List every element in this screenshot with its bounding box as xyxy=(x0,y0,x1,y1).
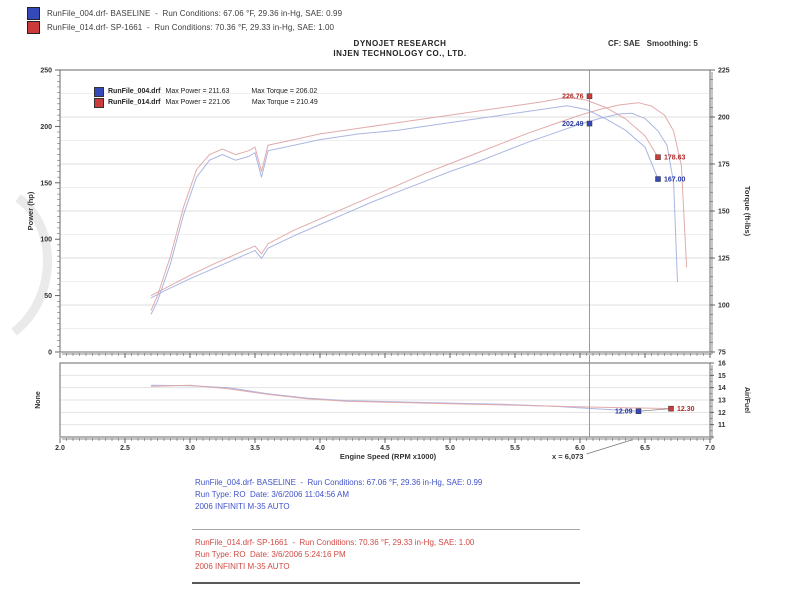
afr-tick-label: 13 xyxy=(718,398,726,405)
afr-tick-label: 11 xyxy=(718,422,726,429)
sp1661-run-conditions: RunFile_014.drf- SP-1661 - Run Condition… xyxy=(195,538,475,547)
torque-tick-label: 100 xyxy=(718,303,730,310)
baseline-max-power: Max Power = 211.63 xyxy=(165,88,230,95)
power-tick-label: 150 xyxy=(40,180,52,187)
afr-tick-label: 16 xyxy=(718,361,726,368)
sp1661-run-info: RunFile_014.drf- SP-1661 - Run Condition… xyxy=(195,537,615,573)
afr-marker-connector xyxy=(638,408,672,412)
point-value-label: 167.00 xyxy=(664,177,686,184)
afr-tick-label: 14 xyxy=(718,385,726,392)
baseline-mini-swatch xyxy=(94,86,104,97)
max-values-row-baseline: RunFile_004.drf Max Power = 211.63 Max T… xyxy=(94,86,318,97)
x-tick-label: 6.5 xyxy=(640,445,650,452)
torque-tick-label: 125 xyxy=(718,256,730,263)
baseline-run-info: RunFile_004.drf- BASELINE - Run Conditio… xyxy=(195,477,615,513)
point-marker xyxy=(668,405,674,412)
footer-divider-1 xyxy=(192,529,580,530)
x-tick-label: 3.5 xyxy=(250,445,260,452)
point-value-label: 12.09 xyxy=(615,409,633,416)
sp1661-legend-label: RunFile_014.drf- SP-1661 - Run Condition… xyxy=(47,22,335,32)
power-axis-title: Power (hp) xyxy=(26,191,35,230)
baseline-file-name: RunFile_004.drf xyxy=(108,88,161,95)
baseline-run-type-date: Run Type: RO Date: 3/6/2006 11:04:56 AM xyxy=(195,490,350,499)
power-tick-label: 50 xyxy=(44,293,52,300)
power-tick-label: 200 xyxy=(40,124,52,131)
torque-tick-label: 150 xyxy=(718,209,730,216)
sp1661-mini-swatch xyxy=(94,97,104,108)
max-values-legend: RunFile_004.drf Max Power = 211.63 Max T… xyxy=(94,86,318,108)
torque-tick-label: 75 xyxy=(718,350,726,357)
x-tick-label: 4.0 xyxy=(315,445,325,452)
sp1661-file-name: RunFile_014.drf xyxy=(108,99,161,106)
top-legend: RunFile_004.drf- BASELINE - Run Conditio… xyxy=(27,6,342,34)
afr-tick-label: 12 xyxy=(718,410,726,417)
sp1661-max-power: Max Power = 221.06 xyxy=(165,99,230,106)
torque-tick-label: 200 xyxy=(718,115,730,122)
company-title: INJEN TECHNOLOGY CO., LTD. xyxy=(333,49,467,58)
point-marker xyxy=(586,93,593,99)
legend-row-baseline: RunFile_004.drf- BASELINE - Run Conditio… xyxy=(27,6,342,20)
baseline-run-conditions: RunFile_004.drf- BASELINE - Run Conditio… xyxy=(195,478,483,487)
sp1661-run-type-date: Run Type: RO Date: 3/6/2006 5:24:16 PM xyxy=(195,550,346,559)
x-tick-label: 2.0 xyxy=(55,445,65,452)
sp1661-max-torque: Max Torque = 210.49 xyxy=(251,99,318,106)
x-tick-label: 2.5 xyxy=(120,445,130,452)
baseline-legend-label: RunFile_004.drf- BASELINE - Run Conditio… xyxy=(47,8,343,18)
afr-tick-label: 15 xyxy=(718,373,726,380)
sp1661-color-swatch xyxy=(27,20,40,34)
baseline-vehicle: 2006 INFINITI M-35 AUTO xyxy=(195,502,290,511)
torque-tick-label: 225 xyxy=(718,68,730,75)
point-value-label: 202.49 xyxy=(562,121,584,128)
correction-smoothing-info: CF: SAE Smoothing: 5 xyxy=(608,39,698,48)
power-tick-label: 100 xyxy=(40,237,52,244)
baseline-power-hp-curve xyxy=(150,112,678,299)
torque-tick-label: 175 xyxy=(718,162,730,169)
point-marker xyxy=(655,176,661,182)
baseline-color-swatch xyxy=(27,6,40,20)
report-header: DYNOJET RESEARCH INJEN TECHNOLOGY CO., L… xyxy=(0,39,800,59)
baseline-max-torque: Max Torque = 206.02 xyxy=(251,88,318,95)
cursor-pointer-line xyxy=(586,439,632,455)
dyno-brand-title: DYNOJET RESEARCH xyxy=(353,39,447,48)
torque-axis-title: Torque (ft-lbs) xyxy=(743,186,752,237)
baseline-torque-ftlbs-curve xyxy=(150,105,659,315)
point-value-label: 12.30 xyxy=(677,406,695,413)
x-tick-label: 4.5 xyxy=(380,445,390,452)
rpm-axis-title: Engine Speed (RPM x1000) xyxy=(340,452,437,461)
max-values-row-modified: RunFile_014.drf Max Power = 221.06 Max T… xyxy=(94,97,318,108)
legend-row-modified: RunFile_014.drf- SP-1661 - Run Condition… xyxy=(27,20,342,34)
x-tick-label: 5.0 xyxy=(445,445,455,452)
x-tick-label: 5.5 xyxy=(510,445,520,452)
afr-right-axis-title: Air/Fuel xyxy=(743,387,750,413)
point-marker xyxy=(586,120,593,127)
point-marker xyxy=(635,408,642,414)
footer-divider-2 xyxy=(192,582,580,584)
cursor-x-label: x = 6,073 xyxy=(552,452,584,461)
sp1661-vehicle: 2006 INFINITI M-35 AUTO xyxy=(195,562,290,571)
point-marker xyxy=(655,154,661,160)
sp1661-air-fuel-curve xyxy=(150,384,672,410)
x-tick-label: 7.0 xyxy=(705,445,715,452)
point-value-label: 178.63 xyxy=(664,155,686,162)
power-tick-label: 250 xyxy=(40,68,52,75)
dynojet-watermark xyxy=(11,194,52,336)
sp1661-power-hp-curve xyxy=(150,102,688,297)
x-tick-label: 3.0 xyxy=(185,445,195,452)
afr-left-axis-title: None xyxy=(35,391,42,409)
sp1661-torque-ftlbs-curve xyxy=(150,96,659,311)
point-value-label: 226.76 xyxy=(562,94,584,101)
power-tick-label: 0 xyxy=(48,350,52,357)
x-tick-label: 6.0 xyxy=(575,445,585,452)
